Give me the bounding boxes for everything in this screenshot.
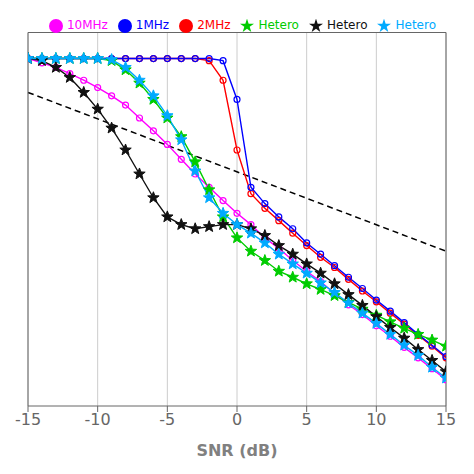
svg-text:10: 10 (366, 410, 386, 429)
svg-text:-10: -10 (85, 410, 111, 429)
svg-text:SNR (dB): SNR (dB) (196, 441, 277, 460)
svg-text:-5: -5 (159, 410, 175, 429)
html-text:10MHz: 10MHz (66, 18, 108, 32)
html-text:Hetero: Hetero (395, 18, 436, 32)
html-text:2MHz: 2MHz (197, 18, 231, 32)
svg-text:-15: -15 (15, 410, 41, 429)
svg-text:0: 0 (232, 410, 242, 429)
svg-text:5: 5 (302, 410, 312, 429)
html-text:1MHz: 1MHz (135, 18, 170, 32)
svg-text:15: 15 (436, 410, 456, 429)
html-text:Hetero: Hetero (258, 18, 299, 32)
html-text:Hetero: Hetero (327, 18, 368, 32)
